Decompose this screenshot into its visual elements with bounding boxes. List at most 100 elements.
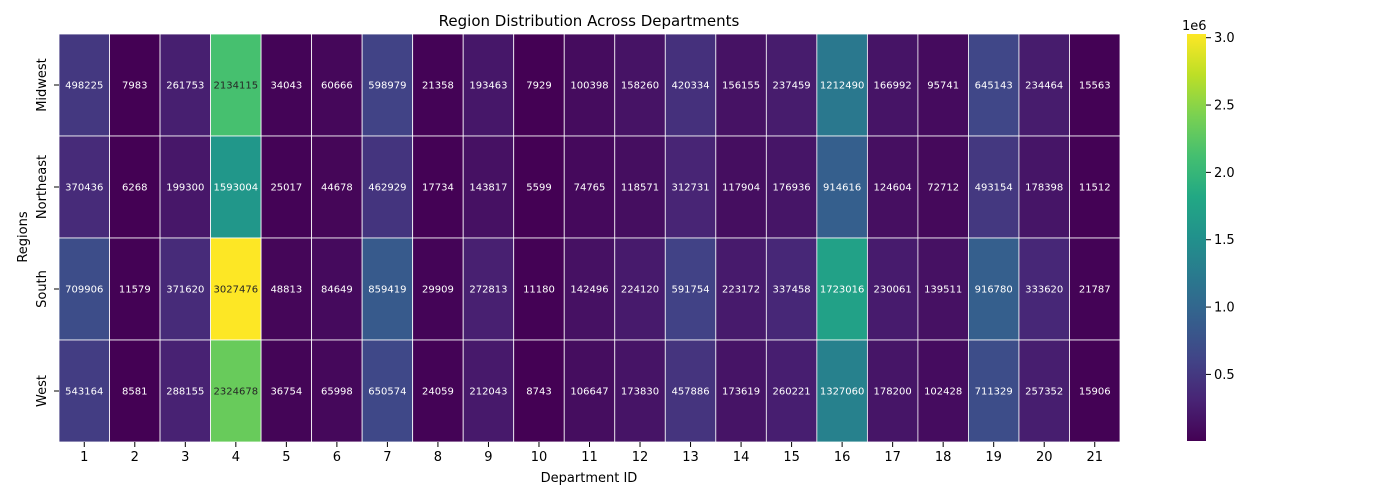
y-axis-ticks: Midwest Northeast South West <box>35 58 59 407</box>
y-tick-label: West <box>35 375 50 407</box>
heatmap-cell <box>866 237 919 341</box>
cell-value-label: 212043 <box>469 387 507 398</box>
cell-value-label: 143817 <box>469 183 507 194</box>
cell-value-label: 60666 <box>321 81 353 92</box>
x-tick-label: 21 <box>1086 450 1103 465</box>
y-axis-label: Regions <box>16 211 31 263</box>
heatmap-cell <box>109 135 161 239</box>
cell-value-label: 65998 <box>321 387 353 398</box>
cell-value-label: 598979 <box>368 81 406 92</box>
heatmap-cell <box>968 135 1020 239</box>
cell-value-label: 21358 <box>422 81 454 92</box>
cell-value-label: 11579 <box>119 285 151 296</box>
cell-value-label: 333620 <box>1025 285 1063 296</box>
heatmap-cell <box>917 135 969 239</box>
x-tick-label: 12 <box>632 450 649 465</box>
x-tick-label: 19 <box>985 450 1002 465</box>
cell-value-label: 272813 <box>469 285 507 296</box>
cell-value-label: 48813 <box>270 285 302 296</box>
chart-title: Region Distribution Across Departments <box>439 12 740 30</box>
heatmap-cell <box>1069 135 1121 239</box>
heatmap-cell <box>917 33 969 137</box>
x-tick-label: 16 <box>834 450 851 465</box>
x-tick-label: 10 <box>531 450 548 465</box>
cell-value-label: 17734 <box>422 183 454 194</box>
cell-value-label: 650574 <box>368 387 406 398</box>
colorbar-multiplier: 1e6 <box>1182 19 1207 34</box>
cell-value-label: 15563 <box>1079 81 1111 92</box>
colorbar-tick-label: 1.0 <box>1214 301 1235 316</box>
heatmap-cell <box>412 33 464 137</box>
cell-value-label: 371620 <box>166 285 204 296</box>
heatmap-cell <box>260 237 313 341</box>
heatmap-cell <box>968 339 1020 443</box>
cell-value-label: 6268 <box>122 183 147 194</box>
x-tick-label: 1 <box>80 450 88 465</box>
cell-value-label: 224120 <box>621 285 659 296</box>
heatmap-cell <box>412 237 464 341</box>
cell-value-label: 178398 <box>1025 183 1063 194</box>
heatmap-cell <box>664 339 717 443</box>
cell-value-label: 24059 <box>422 387 454 398</box>
cell-value-label: 2324678 <box>214 387 259 398</box>
heatmap-cell <box>210 135 262 239</box>
cell-value-label: 493154 <box>975 183 1013 194</box>
x-tick-label: 14 <box>733 450 750 465</box>
y-tick-label: Midwest <box>35 58 50 112</box>
cell-value-label: 29909 <box>422 285 454 296</box>
x-axis-label: Department ID <box>541 471 638 486</box>
cell-value-label: 7929 <box>526 81 551 92</box>
heatmap-cell <box>58 339 110 443</box>
cell-value-label: 457886 <box>671 387 709 398</box>
x-tick-label: 2 <box>131 450 139 465</box>
cell-value-label: 543164 <box>65 387 103 398</box>
cell-value-label: 1212490 <box>820 81 865 92</box>
cell-value-label: 462929 <box>368 183 406 194</box>
heatmap-cell <box>563 237 616 341</box>
cell-value-label: 711329 <box>975 387 1013 398</box>
cell-value-label: 370436 <box>65 183 103 194</box>
heatmap-cell <box>765 135 818 239</box>
cell-value-label: 34043 <box>270 81 302 92</box>
colorbar-tick-label: 0.5 <box>1214 368 1235 383</box>
cell-value-label: 916780 <box>975 285 1013 296</box>
cell-value-label: 102428 <box>924 387 962 398</box>
heatmap-cell <box>361 237 414 341</box>
cell-value-label: 178200 <box>874 387 912 398</box>
cell-value-label: 709906 <box>65 285 103 296</box>
heatmap-cell <box>715 339 767 443</box>
cell-value-label: 173830 <box>621 387 659 398</box>
colorbar: 0.5 1.0 1.5 2.0 2.5 3.0 <box>1187 31 1235 441</box>
cell-value-label: 158260 <box>621 81 659 92</box>
heatmap-cell <box>58 135 110 239</box>
cell-value-label: 8743 <box>526 387 551 398</box>
cell-value-label: 15906 <box>1079 387 1111 398</box>
x-tick-label: 6 <box>333 450 341 465</box>
heatmap-cell <box>917 339 969 443</box>
cell-value-label: 21787 <box>1079 285 1111 296</box>
heatmap-cell <box>513 33 565 137</box>
heatmap-cell <box>210 339 262 443</box>
heatmap-cell <box>513 339 565 443</box>
cell-value-label: 72712 <box>927 183 959 194</box>
colorbar-tick-label: 2.0 <box>1214 166 1235 181</box>
cell-value-label: 173619 <box>722 387 760 398</box>
heatmap-cell <box>260 339 313 443</box>
cell-value-label: 166992 <box>874 81 912 92</box>
heatmap-cell <box>210 237 262 341</box>
cell-value-label: 859419 <box>368 285 406 296</box>
cell-value-label: 199300 <box>166 183 204 194</box>
x-tick-label: 8 <box>434 450 442 465</box>
heatmap-cell <box>159 339 211 443</box>
cell-value-label: 8581 <box>122 387 147 398</box>
cell-value-label: 230061 <box>874 285 912 296</box>
cell-value-label: 498225 <box>65 81 103 92</box>
x-tick-label: 4 <box>232 450 240 465</box>
cell-value-label: 2134115 <box>214 81 259 92</box>
cell-value-label: 44678 <box>321 183 353 194</box>
cell-value-label: 106647 <box>570 387 608 398</box>
heatmap-cell <box>968 33 1020 137</box>
cell-value-label: 337458 <box>773 285 811 296</box>
heatmap-cell <box>614 237 666 341</box>
heatmap-cell <box>614 339 666 443</box>
